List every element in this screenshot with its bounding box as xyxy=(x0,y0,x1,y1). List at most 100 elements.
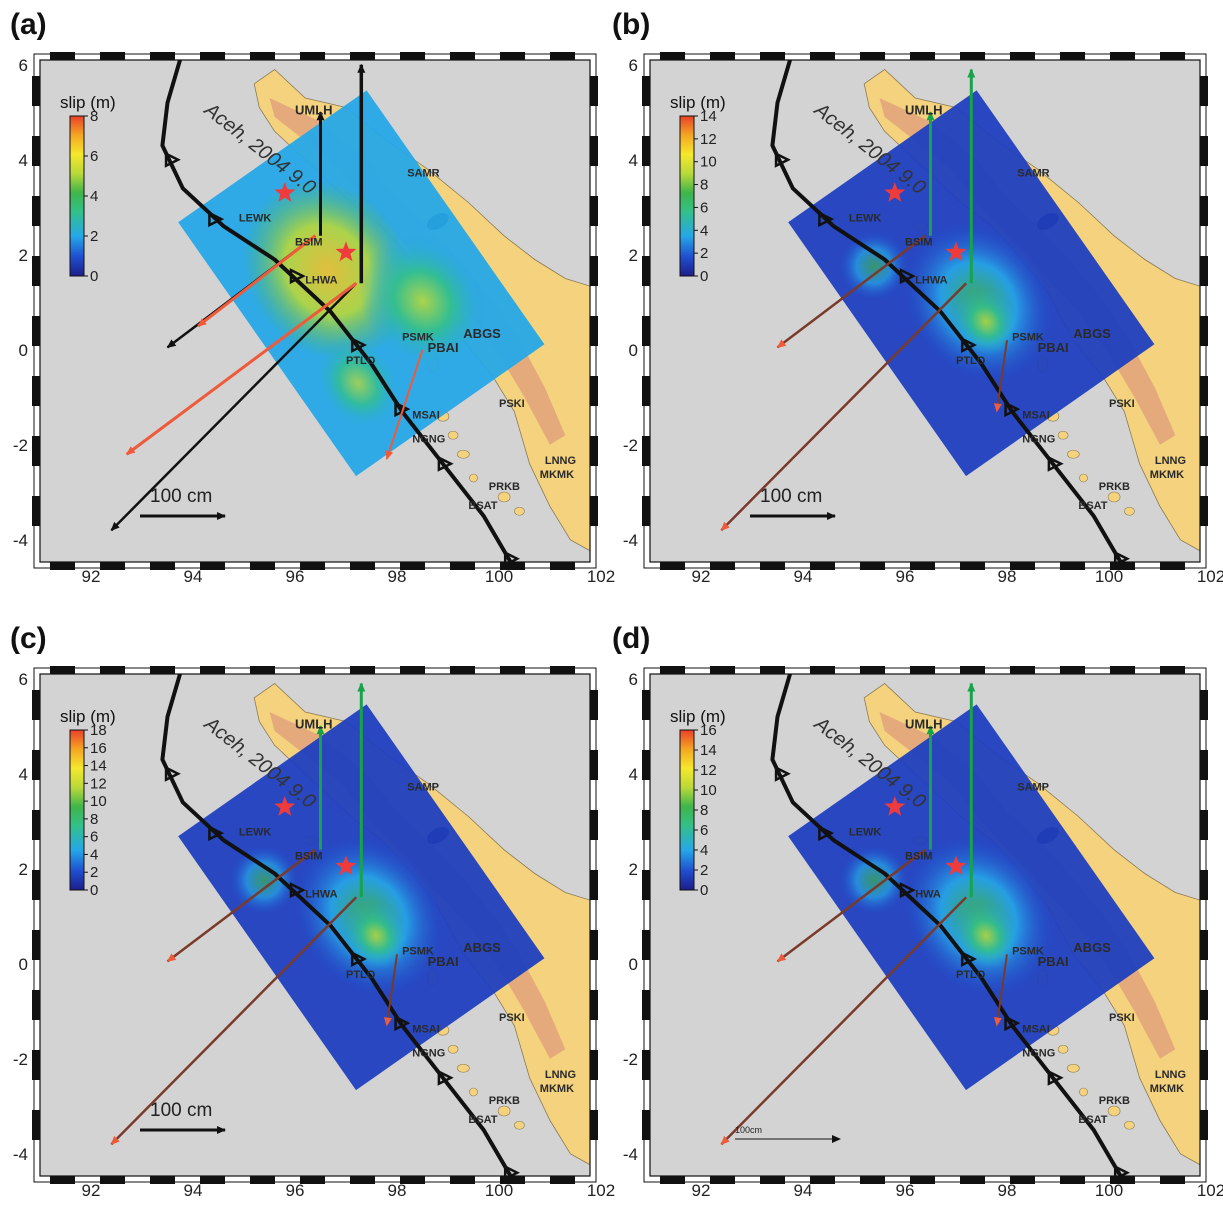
station-label-lnng: LNNG xyxy=(1155,1069,1186,1081)
y-tick-label: -4 xyxy=(13,1145,28,1164)
island xyxy=(514,506,525,516)
station-label-pbai: PBAI xyxy=(428,954,459,969)
slip-high-zone xyxy=(344,902,408,970)
station-label-lhwa: LHWA xyxy=(305,274,337,286)
frame-bar xyxy=(250,666,275,674)
x-tick-label: 96 xyxy=(896,1181,915,1200)
colorbar-tick-label: 2 xyxy=(90,228,98,245)
frame-bar xyxy=(500,1176,525,1184)
island xyxy=(1107,491,1121,503)
frame-bar xyxy=(1060,1176,1085,1184)
island xyxy=(1107,1105,1121,1117)
frame-bar xyxy=(550,52,575,60)
trench-tooth xyxy=(164,765,181,782)
map-panel-b: (b)Aceh, 2004 9.0UMLHSAMRLEWKBSIMLHWAPSM… xyxy=(612,8,1223,586)
model-horizontal-arrow xyxy=(720,282,968,532)
x-tick-label: 96 xyxy=(896,567,915,586)
station-label-hwa: HWA xyxy=(915,888,941,900)
frame-bar xyxy=(1200,1110,1208,1140)
panel-label: (c) xyxy=(10,622,47,655)
panel-label: (d) xyxy=(612,622,650,655)
station-label-pski: PSKI xyxy=(1109,398,1135,410)
station-label-psmk: PSMK xyxy=(1012,945,1044,957)
frame-bar xyxy=(32,870,40,900)
hypocenter-star xyxy=(335,855,357,876)
frame-bar xyxy=(642,930,650,960)
frame-bar xyxy=(642,690,650,720)
frame-bar xyxy=(32,1110,40,1140)
frame-bar xyxy=(860,666,885,674)
trench-tooth xyxy=(1004,401,1021,418)
colorbar-tick-label: 0 xyxy=(700,882,708,899)
frame-bar xyxy=(860,562,885,570)
subduction-trench xyxy=(770,674,1123,1176)
frame-bar xyxy=(642,810,650,840)
y-tick-label: -2 xyxy=(13,1050,28,1069)
station-label-lewk: LEWK xyxy=(239,827,271,839)
frame-bar xyxy=(300,52,325,60)
trench-tooth xyxy=(208,211,225,228)
station-label-abgs: ABGS xyxy=(463,940,501,955)
frame-bar xyxy=(350,1176,375,1184)
frame-bar xyxy=(1110,52,1135,60)
frame-bar xyxy=(32,76,40,106)
slip-mid-zone xyxy=(314,336,402,431)
x-tick-label: 100 xyxy=(1095,567,1123,586)
station-label-abgs: ABGS xyxy=(1073,326,1111,341)
colorbar-tick-label: 18 xyxy=(90,722,107,739)
colorbar-tick-label: 8 xyxy=(90,811,98,828)
station-label-bsim: BSIM xyxy=(905,236,933,248)
model-horizontal-arrow xyxy=(776,234,927,349)
frame-bar xyxy=(400,666,425,674)
mountain-relief xyxy=(879,98,1176,445)
trench-tooth xyxy=(437,1069,454,1086)
model-horizontal-arrow xyxy=(993,954,1008,1027)
trench-tooth xyxy=(350,336,367,354)
station-label-umlh: UMLH xyxy=(295,103,333,118)
frame-bar xyxy=(1010,562,1035,570)
frame-bar xyxy=(960,666,985,674)
colorbar-tick-label: 0 xyxy=(90,882,98,899)
frame-bar xyxy=(590,810,598,840)
trench-tooth xyxy=(899,882,916,899)
colorbar-tick-label: 0 xyxy=(90,268,98,285)
frame-bar xyxy=(500,666,525,674)
y-tick-label: 2 xyxy=(19,246,28,265)
map-panel-d: (d)Aceh, 2004 9.0UMLHSAMPLEWKBSIMHWAPSMK… xyxy=(612,622,1223,1200)
trench-tooth xyxy=(164,151,181,168)
frame-bar xyxy=(642,376,650,406)
frame-bar xyxy=(590,870,598,900)
station-label-ptlo: PTLO xyxy=(956,969,986,981)
frame-bar xyxy=(1200,256,1208,286)
station-label-mkmk: MKMK xyxy=(1150,469,1184,481)
frame-bar xyxy=(50,52,75,60)
island xyxy=(447,1044,459,1054)
frame-bar xyxy=(1160,1176,1185,1184)
colorbar-tick-label: 14 xyxy=(90,758,107,775)
frame-bar xyxy=(1060,666,1085,674)
scale-label: 100 cm xyxy=(150,486,212,507)
station-label-lnng: LNNG xyxy=(545,455,576,467)
frame-bar xyxy=(642,436,650,466)
frame-bar xyxy=(1200,750,1208,780)
frame-bar xyxy=(550,562,575,570)
frame-bar xyxy=(400,52,425,60)
station-label-prkb: PRKB xyxy=(1099,481,1130,493)
y-tick-label: 0 xyxy=(629,341,638,360)
frame-bar xyxy=(710,52,735,60)
colorbar-tick-label: 8 xyxy=(700,802,708,819)
x-tick-label: 92 xyxy=(82,1181,101,1200)
frame-bar xyxy=(760,52,785,60)
station-label-ptlo: PTLO xyxy=(956,355,986,367)
mountain-relief xyxy=(269,712,566,1059)
model-horizontal-arrow xyxy=(383,954,398,1027)
island xyxy=(1124,1120,1135,1130)
colorbar-title: slip (m) xyxy=(670,707,726,726)
frame-bar xyxy=(760,562,785,570)
x-tick-label: 102 xyxy=(1197,1181,1223,1200)
map-content: Aceh, 2004 9.0UMLHSAMPLEWKBSIMHWAPSMKPTL… xyxy=(720,674,1200,1176)
station-label-bsim: BSIM xyxy=(905,850,933,862)
station-label-mkmk: MKMK xyxy=(540,1083,574,1095)
colorbar-tick-label: 8 xyxy=(700,177,708,194)
frame-bar xyxy=(32,690,40,720)
